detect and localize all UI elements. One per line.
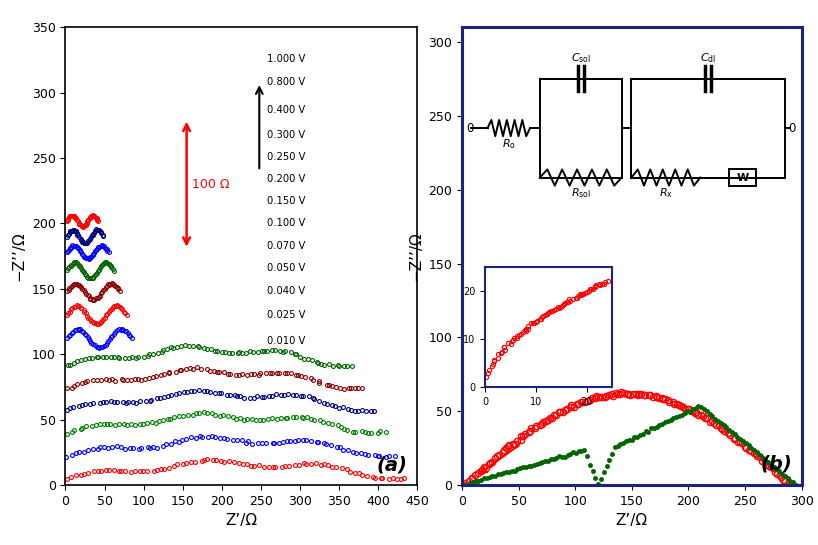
Text: W: W	[737, 173, 748, 183]
Y-axis label: −Z’’/Ω: −Z’’/Ω	[408, 231, 423, 281]
Text: 0.400 V: 0.400 V	[267, 105, 305, 114]
Text: $C_{\rm dl}$: $C_{\rm dl}$	[700, 52, 717, 65]
Text: 0.300 V: 0.300 V	[267, 130, 305, 140]
Text: 0: 0	[465, 122, 474, 135]
Text: 0.200 V: 0.200 V	[267, 174, 305, 184]
Text: 0.025 V: 0.025 V	[267, 310, 306, 320]
Text: (a): (a)	[377, 456, 408, 475]
Text: (b): (b)	[761, 454, 793, 473]
Text: 0.150 V: 0.150 V	[267, 196, 306, 206]
Text: 0.040 V: 0.040 V	[267, 287, 305, 296]
Text: 0.070 V: 0.070 V	[267, 241, 305, 251]
Text: $C_{\rm sol}$: $C_{\rm sol}$	[571, 52, 591, 65]
Text: 0.010 V: 0.010 V	[267, 336, 305, 346]
Text: $R_{\rm sol}$: $R_{\rm sol}$	[571, 186, 591, 200]
Text: 0.100 V: 0.100 V	[267, 219, 305, 228]
Text: 0.050 V: 0.050 V	[267, 263, 305, 273]
Text: 1.000 V: 1.000 V	[267, 53, 305, 64]
Text: 0.250 V: 0.250 V	[267, 152, 306, 162]
Text: 100 Ω: 100 Ω	[192, 178, 230, 191]
Text: $R_{\rm x}$: $R_{\rm x}$	[658, 186, 673, 200]
X-axis label: Z’/Ω: Z’/Ω	[616, 513, 648, 528]
Text: 0: 0	[788, 122, 796, 135]
Bar	[729, 169, 757, 186]
Text: $R_{\rm o}$: $R_{\rm o}$	[501, 137, 516, 151]
Y-axis label: −Z’’/Ω: −Z’’/Ω	[11, 231, 26, 281]
Text: 0.800 V: 0.800 V	[267, 77, 305, 87]
X-axis label: Z’/Ω: Z’/Ω	[225, 513, 258, 528]
